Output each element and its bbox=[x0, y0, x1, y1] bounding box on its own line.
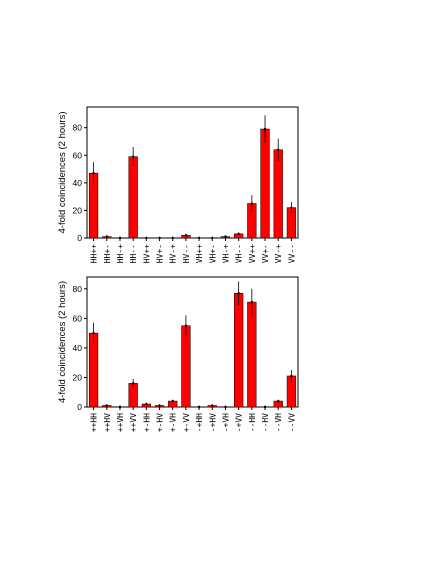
plot-frame bbox=[86, 106, 299, 239]
x-tick-label: VH-- bbox=[235, 244, 244, 263]
data-point bbox=[105, 235, 108, 238]
bar bbox=[88, 332, 99, 408]
data-point bbox=[237, 292, 240, 295]
y-tick-label: 60 bbox=[73, 150, 83, 160]
data-point bbox=[277, 148, 280, 151]
x-tick-label: -+HV bbox=[208, 413, 217, 432]
data-point bbox=[237, 232, 240, 236]
x-tick-label: VV++ bbox=[248, 244, 257, 263]
x-tick-label: HH-- bbox=[129, 244, 138, 263]
x-tick-label: VV+- bbox=[261, 244, 270, 263]
data-point bbox=[277, 399, 280, 403]
x-tick-label: VH+- bbox=[208, 244, 217, 263]
x-tick-label: ++HH bbox=[90, 413, 99, 432]
y-tick-label: 40 bbox=[73, 178, 83, 188]
x-tick-label: -+VH bbox=[221, 413, 230, 432]
data-point bbox=[131, 155, 135, 158]
data-point bbox=[92, 171, 95, 175]
x-tick-label: VH++ bbox=[195, 244, 204, 263]
y-tick-label: 80 bbox=[73, 123, 83, 133]
x-tick-label: --VV bbox=[287, 413, 296, 432]
x-tick-label: HV-+ bbox=[169, 244, 178, 263]
data-point bbox=[145, 402, 148, 406]
x-tick-label: +-VH bbox=[169, 413, 178, 432]
x-tick-label: HH++ bbox=[90, 244, 99, 263]
x-tick-label: VV-- bbox=[287, 244, 296, 263]
bar bbox=[128, 156, 138, 239]
x-tick-label: HH-+ bbox=[116, 244, 125, 263]
x-tick-label: ++VH bbox=[116, 413, 125, 432]
data-point bbox=[131, 382, 135, 385]
x-tick-label: --HV bbox=[261, 413, 270, 432]
y-tick-label: 0 bbox=[77, 402, 82, 412]
bar bbox=[181, 325, 191, 408]
bar bbox=[247, 301, 257, 408]
y-tick-label: 40 bbox=[73, 343, 83, 353]
data-point bbox=[184, 234, 188, 237]
bar bbox=[234, 292, 244, 408]
x-tick-label: --VH bbox=[274, 413, 283, 432]
data-point bbox=[250, 300, 254, 304]
x-tick-label: HH+- bbox=[103, 244, 112, 263]
x-tick-label: VH-+ bbox=[221, 244, 230, 263]
y-tick-label: 80 bbox=[73, 284, 83, 294]
bar bbox=[260, 128, 270, 239]
data-point bbox=[105, 404, 108, 407]
x-tick-label: +-HH bbox=[142, 413, 151, 432]
x-tick-label: HV-- bbox=[182, 244, 191, 263]
data-point bbox=[290, 374, 293, 378]
chart-2: 0 20 40 60 80 4-fold coincidences (2 hours) ++… bbox=[57, 276, 299, 432]
data-point bbox=[250, 202, 254, 205]
data-point bbox=[290, 206, 293, 209]
y-tick-label: 60 bbox=[73, 313, 83, 323]
plot-frame bbox=[86, 276, 299, 408]
y-axis-title: 4-fold coincidences (2 hours) bbox=[57, 281, 68, 403]
y-axis-title: 4-fold coincidences (2 hours) bbox=[57, 112, 68, 234]
bar bbox=[273, 149, 283, 239]
y-tick-label: 20 bbox=[73, 372, 83, 382]
x-tick-label: -+VV bbox=[235, 413, 244, 432]
x-tick-label: -+HH bbox=[195, 413, 204, 432]
chart-1: 0 20 40 60 80 4-fold coincidences (2 hours) HH… bbox=[57, 106, 299, 263]
data-point bbox=[211, 404, 214, 407]
data-point bbox=[184, 324, 188, 327]
x-tick-label: +-VV bbox=[182, 413, 191, 432]
x-tick-label: +-HV bbox=[156, 413, 165, 432]
data-point bbox=[263, 127, 267, 131]
x-tick-label: VV-+ bbox=[274, 244, 283, 263]
data-point bbox=[92, 331, 95, 335]
x-tick-label: ++VV bbox=[129, 413, 138, 432]
data-point bbox=[224, 235, 227, 238]
x-tick-label: HV+- bbox=[156, 244, 165, 263]
x-tick-label: --HH bbox=[248, 413, 257, 432]
x-tick-label: ++HV bbox=[103, 413, 112, 432]
data-point bbox=[171, 399, 174, 403]
y-tick-label: 0 bbox=[77, 233, 82, 243]
data-point bbox=[158, 404, 161, 407]
y-tick-label: 20 bbox=[73, 205, 83, 215]
x-tick-label: HV++ bbox=[142, 244, 151, 263]
